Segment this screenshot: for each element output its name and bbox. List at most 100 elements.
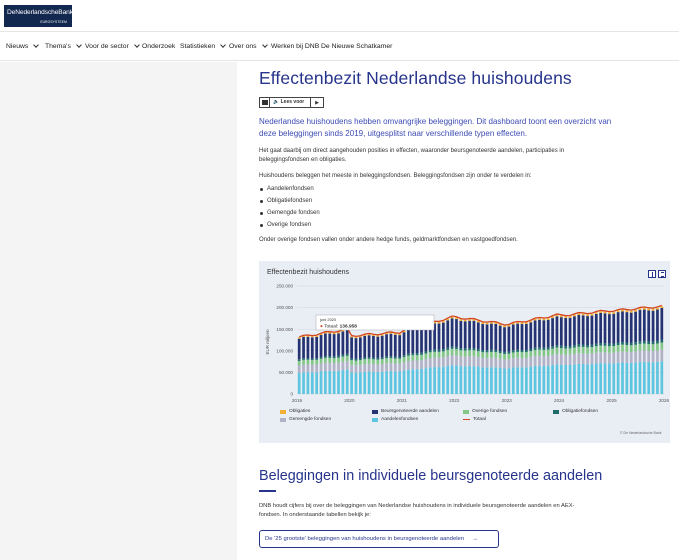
bar-segment <box>651 362 655 394</box>
nav-item-nieuws[interactable]: Nieuws <box>6 42 40 50</box>
legend-item[interactable]: Gemengde fondsen <box>280 417 331 422</box>
bar-segment <box>498 325 502 351</box>
bar-segment <box>520 367 524 394</box>
nav-item-de-nieuwe-schatkamer[interactable]: De Nieuwe Schatkamer <box>321 43 392 50</box>
bar-segment <box>494 349 498 353</box>
bar-segment <box>573 353 576 365</box>
menu-icon[interactable] <box>260 98 270 107</box>
bar-segment <box>494 357 498 368</box>
bar-segment <box>634 351 637 363</box>
bar-segment <box>603 343 607 346</box>
readspeaker-button[interactable]: 🔈 Lees voor <box>270 98 311 107</box>
bar-segment <box>542 347 546 350</box>
bar-segment <box>398 335 402 357</box>
list-item: Obligatiefondsen <box>259 198 313 204</box>
bar-segment <box>647 308 651 311</box>
chevron-down-icon <box>76 42 82 48</box>
bar-segment <box>455 317 458 320</box>
legend-item[interactable]: Aandelenfondsen <box>372 417 418 422</box>
bar-segment <box>302 359 305 365</box>
bar-segment <box>642 307 646 310</box>
bar-segment <box>656 343 659 351</box>
bar-segment <box>555 345 559 348</box>
bar-segment <box>476 348 480 352</box>
bar-segment <box>411 360 415 370</box>
dnb-logo[interactable]: DeNederlandscheBank EUROSYSTEEM <box>4 5 73 27</box>
bar-segment <box>577 346 581 354</box>
bar-segment <box>638 350 642 362</box>
bar-segment <box>629 345 633 353</box>
legend-item[interactable]: Obligatiefondsen <box>553 409 598 414</box>
stacked-bar-chart[interactable]: 0 50.000 100.000 150.000 200.000 250.000 2019… <box>259 280 670 410</box>
bar-segment <box>656 307 659 310</box>
bar-segment <box>328 333 332 356</box>
nav-item-themas[interactable]: Thema's <box>45 42 82 50</box>
legend-item[interactable]: Beursgenoteerde aandelen <box>372 409 439 414</box>
legend-swatch <box>280 409 286 414</box>
bar-segment <box>332 371 336 394</box>
bar-segment <box>302 358 305 360</box>
table-view-icon[interactable] <box>658 270 666 278</box>
bar-segment <box>476 351 480 358</box>
bar-segment <box>328 332 332 334</box>
bar-segment <box>651 310 655 342</box>
bar-segment <box>433 349 436 352</box>
legend-item[interactable]: Overige fondsen <box>463 409 507 414</box>
bar-segment <box>463 348 467 351</box>
nav-item-voor-de-sector[interactable]: Voor de sector <box>85 42 140 50</box>
top25-link-button[interactable]: De '25 grootste' beleggingen van huishou… <box>259 530 499 548</box>
bar-segment <box>542 365 546 394</box>
legend-item[interactable]: Totaal <box>463 417 486 422</box>
y-tick-label: 100.000 <box>276 348 293 353</box>
bar-segment <box>428 352 432 358</box>
bar-segment <box>345 353 349 356</box>
bar-segment <box>525 349 528 353</box>
nav-item-onderzoek[interactable]: Onderzoek <box>142 43 175 50</box>
bar-segment <box>350 337 353 359</box>
nav-item-werken-bij-dnb[interactable]: Werken bij DNB <box>271 43 319 50</box>
legend-label: Beursgenoteerde aandelen <box>381 409 439 414</box>
bar-segment <box>389 332 393 334</box>
bar-segment <box>638 343 642 351</box>
play-icon[interactable]: ▶ <box>315 99 319 106</box>
bar-segment <box>468 366 471 394</box>
legend-swatch <box>372 417 378 422</box>
bar-segment <box>590 353 594 365</box>
bar-segment <box>319 333 323 336</box>
bar-segment <box>297 365 301 373</box>
bar-segment <box>481 350 485 353</box>
bar-segment <box>463 321 467 349</box>
bar-segment <box>590 313 594 316</box>
bar-segment <box>297 359 301 361</box>
x-tick-label: 2022 <box>449 398 460 403</box>
bar-segment <box>481 352 485 358</box>
bar-segment <box>599 352 602 364</box>
bar-segment <box>586 316 589 346</box>
legend-swatch <box>280 417 286 422</box>
paragraph-1: Het gaat daarbij om direct aangehouden p… <box>259 148 565 163</box>
bar-segment <box>498 353 502 359</box>
bar-segment <box>354 338 358 359</box>
bar-segment <box>542 355 546 366</box>
bar-segment <box>463 366 467 394</box>
bar-segment <box>402 355 406 358</box>
bar-segment <box>424 353 428 360</box>
bar-segment <box>551 365 554 394</box>
bar-segment <box>507 325 511 327</box>
legend-item[interactable]: Obligaties <box>280 409 310 414</box>
bar-segment <box>642 361 646 394</box>
bar-segment <box>372 371 375 394</box>
bar-segment <box>372 336 375 358</box>
bar-segment <box>468 319 471 321</box>
bar-segment <box>319 358 323 364</box>
info-icon[interactable] <box>648 270 656 278</box>
paragraph-4: DNB houdt cijfers bij over de belegginge… <box>259 503 575 518</box>
nav-item-over-ons[interactable]: Over ons <box>229 42 268 50</box>
bar-segment <box>442 357 445 367</box>
bar-segment <box>393 356 397 359</box>
nav-item-statistieken[interactable]: Statistieken <box>180 42 226 50</box>
bar-segment <box>359 360 362 365</box>
bar-segment <box>573 347 576 354</box>
bar-segment <box>503 359 506 369</box>
bar-segment <box>389 362 393 372</box>
